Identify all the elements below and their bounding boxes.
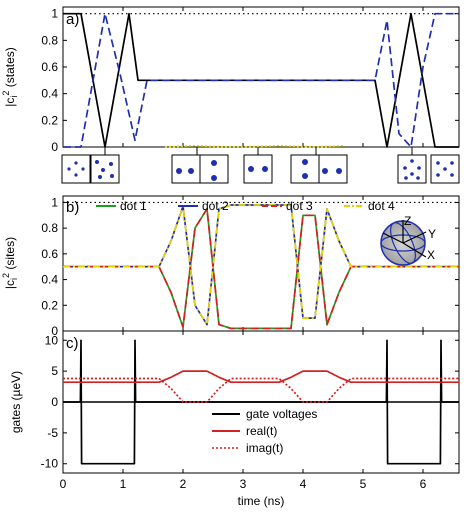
xtick-label: 3 bbox=[240, 477, 247, 491]
panel-c-series bbox=[63, 339, 459, 465]
ytick-label: 0.4 bbox=[41, 87, 58, 101]
panel-c-ticks: -10 -5 0 5 10 0 1 2 3 4 5 6 bbox=[41, 331, 459, 491]
diagram-connectors bbox=[104, 147, 413, 155]
state-box-6 bbox=[397, 154, 427, 184]
xtick-label: 0 bbox=[60, 477, 67, 491]
xtick-label: 2 bbox=[180, 477, 187, 491]
panel-c-ylabel: gates (µeV) bbox=[9, 371, 23, 433]
panel-b-frame bbox=[62, 195, 460, 332]
legend-label-dot-1: dot 1 bbox=[120, 199, 147, 213]
panel-b-yticks: 0 0.2 0.4 0.6 0.8 1 bbox=[41, 195, 459, 338]
bloch-z-label: Z bbox=[404, 214, 411, 228]
panel-a-ylabel: |ci2 (states) bbox=[1, 47, 19, 106]
ytick-label: 5 bbox=[51, 364, 58, 378]
panel-c: -10 -5 0 5 10 0 1 2 3 4 5 6 c) gates (µeV) time (ns… bbox=[9, 330, 460, 508]
state-box-4 bbox=[243, 154, 273, 184]
series-line-dot-4 bbox=[63, 204, 459, 326]
ytick-label: 0.8 bbox=[41, 33, 58, 47]
series-line-curve-2 bbox=[63, 12, 459, 148]
ytick-label: 1 bbox=[51, 195, 58, 209]
state-box-2 bbox=[90, 154, 120, 184]
panel-a-label: a) bbox=[66, 11, 79, 28]
ytick-label: 0.2 bbox=[41, 113, 58, 127]
series-line-imag-t- bbox=[63, 377, 459, 403]
series-line-gate-voltages bbox=[63, 339, 459, 465]
series-line-dot-3 bbox=[63, 208, 459, 330]
legend-label-dot-3: dot 3 bbox=[286, 199, 313, 213]
panel-b: 0 0.2 0.4 0.6 0.8 1 b) |ci2 (sites) dot 1 dot… bbox=[1, 195, 460, 338]
bloch-y-label: Y bbox=[428, 227, 436, 241]
legend-label-gate-voltages: gate voltages bbox=[246, 407, 317, 421]
legend-label-dot-2: dot 2 bbox=[202, 199, 229, 213]
ytick-label: 0 bbox=[51, 324, 58, 338]
ytick-label: 0.8 bbox=[41, 221, 58, 235]
ytick-label: 0.6 bbox=[41, 247, 58, 261]
ytick-label: 1 bbox=[51, 7, 58, 21]
panel-b-label: b) bbox=[66, 199, 79, 216]
bloch-sphere-inset: Z Y X bbox=[380, 214, 436, 266]
panel-a-series bbox=[63, 12, 459, 148]
panel-c-xlabel: time (ns) bbox=[238, 494, 285, 508]
ytick-label: 0.6 bbox=[41, 60, 58, 74]
xtick-label: 5 bbox=[360, 477, 367, 491]
panel-b-series bbox=[63, 201, 459, 330]
bloch-state-vector bbox=[382, 232, 404, 244]
xtick-label: 1 bbox=[120, 477, 127, 491]
series-line-curve-1 bbox=[63, 12, 459, 148]
panel-b-legend: dot 1 dot 2 dot 3 dot 4 bbox=[96, 199, 395, 213]
state-box-5 bbox=[290, 154, 348, 184]
quantum-dot-state-diagrams bbox=[61, 147, 460, 184]
state-box-1 bbox=[61, 154, 91, 184]
ytick-label: -10 bbox=[41, 457, 59, 471]
state-box-3 bbox=[171, 154, 229, 184]
legend-label-real: real(t) bbox=[246, 424, 277, 438]
panel-b-ylabel: |ci2 (sites) bbox=[1, 237, 19, 289]
legend-label-dot-4: dot 4 bbox=[368, 199, 395, 213]
xtick-label: 6 bbox=[420, 477, 427, 491]
bloch-x-label: X bbox=[427, 248, 435, 262]
ytick-label: 0 bbox=[51, 140, 58, 154]
ytick-label: 0 bbox=[51, 395, 58, 409]
ytick-label: 10 bbox=[45, 333, 59, 347]
panel-a-yticks: 0 0.2 0.4 0.6 0.8 1 bbox=[41, 7, 459, 154]
xtick-label: 4 bbox=[300, 477, 307, 491]
legend-label-imag: imag(t) bbox=[246, 441, 283, 455]
panel-c-legend: gate voltages real(t) imag(t) bbox=[212, 407, 317, 455]
ytick-label: 0.2 bbox=[41, 298, 58, 312]
panel-c-label: c) bbox=[66, 335, 79, 352]
ytick-label: 0.4 bbox=[41, 273, 58, 287]
series-line-real-t- bbox=[63, 370, 459, 384]
ytick-label: -5 bbox=[47, 426, 58, 440]
state-box-7 bbox=[430, 154, 460, 184]
panel-a: 0 0.2 0.4 0.6 0.8 1 a) |ci2 (states) bbox=[1, 6, 460, 154]
bloch-y-axis bbox=[402, 231, 427, 244]
bloch-x-axis bbox=[402, 242, 427, 258]
